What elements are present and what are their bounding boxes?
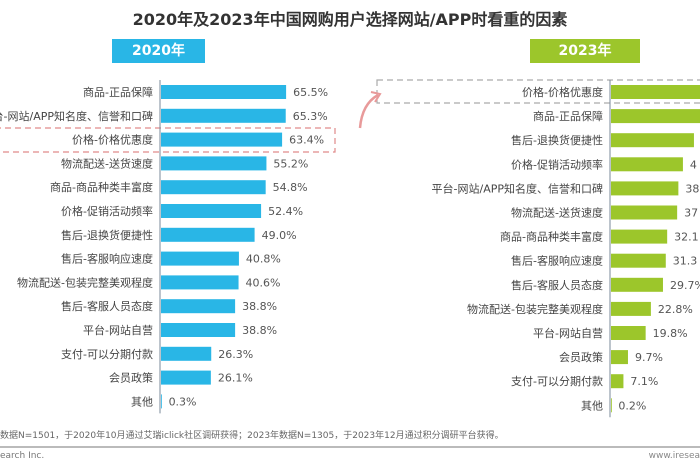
- category-label-2020: 物流配送-送货速度: [61, 156, 153, 170]
- bar-2023: [611, 277, 663, 292]
- bar-2020: [161, 251, 239, 266]
- bar-2020: [161, 323, 236, 337]
- bar-2020: [161, 132, 283, 147]
- bar-2023: [611, 398, 612, 413]
- value-label-2020: 38.8%: [242, 324, 277, 337]
- bar-2020: [161, 156, 267, 171]
- value-label-2020: 52.4%: [268, 205, 303, 218]
- category-label-2023: 其他: [581, 399, 603, 412]
- bar-2020: [161, 227, 255, 242]
- value-label-2020: 54.8%: [273, 181, 308, 194]
- value-label-2020: 26.1%: [218, 372, 253, 385]
- highlight-box-2020: [0, 127, 336, 153]
- value-label-2023: 0.2%: [618, 399, 646, 412]
- value-label-2023: 19.8%: [653, 327, 688, 340]
- category-label-2023: 物流配送-送货速度: [511, 206, 603, 220]
- value-label-2020: 63.4%: [289, 134, 324, 147]
- value-label-2023: 9.7%: [635, 351, 663, 364]
- category-label-2023: 商品-正品保障: [533, 109, 603, 123]
- bar-2023: [611, 85, 700, 99]
- footer-divider: [0, 446, 700, 448]
- bar-2023: [611, 301, 651, 316]
- bar-2023: [611, 109, 700, 124]
- bar-2020: [161, 108, 286, 123]
- copyright: earch Inc.: [0, 451, 45, 461]
- bar-2023: [611, 157, 683, 172]
- value-label-2023: 32.1: [674, 231, 699, 244]
- category-label-2020: 支付-可以分期付款: [61, 347, 153, 361]
- category-label-2023: 平台-网站/APP知名度、信誉和口碑: [432, 181, 603, 195]
- value-label-2020: 65.3%: [293, 110, 328, 123]
- value-label-2020: 65.5%: [293, 86, 328, 99]
- category-label-2023: 平台-网站自营: [533, 326, 603, 340]
- value-label-2020: 0.3%: [169, 395, 197, 408]
- category-label-2020: 价格-促销活动频率: [61, 204, 153, 218]
- value-label-2023: 4: [690, 158, 697, 171]
- badge-2023: 2023年: [530, 39, 640, 63]
- bar-2020: [161, 346, 212, 361]
- bar-2020: [161, 180, 266, 195]
- category-label-2020: 价格-价格优惠度: [72, 133, 153, 147]
- category-label-2023: 物流配送-包装完整美观程度: [467, 302, 603, 316]
- bar-2023: [611, 350, 628, 365]
- value-label-2023: 29.7%: [670, 279, 700, 292]
- bar-2023: [611, 253, 666, 268]
- arrow-icon: [358, 93, 379, 129]
- value-label-2023: 38: [685, 182, 699, 195]
- chart-title: 2020年及2023年中国网购用户选择网站/APP时看重的因素: [132, 10, 568, 29]
- category-label-2020: 商品-正品保障: [83, 85, 153, 99]
- category-label-2020: 其他: [131, 395, 153, 408]
- bar-2020: [161, 394, 162, 409]
- bar-2023: [611, 229, 668, 244]
- value-label-2020: 40.6%: [246, 276, 281, 289]
- category-label-2023: 商品-商品种类丰富度: [500, 230, 603, 244]
- category-label-2023: 售后-客服人员态度: [511, 278, 603, 292]
- value-label-2020: 26.3%: [218, 348, 253, 361]
- value-label-2020: 40.8%: [246, 253, 281, 266]
- value-label-2020: 49.0%: [262, 229, 297, 242]
- bar-2020: [161, 204, 262, 218]
- category-label-2023: 价格-价格优惠度: [522, 85, 603, 99]
- bar-2023: [611, 374, 624, 389]
- highlight-box-2023: [376, 79, 700, 104]
- website-url: www.iresea: [648, 451, 700, 461]
- bar-2023: [611, 181, 679, 196]
- bar-2020: [161, 85, 287, 99]
- arrow-head-icon: [370, 91, 382, 103]
- category-label-2020: 物流配送-包装完整美观程度: [17, 275, 153, 289]
- value-label-2020: 55.2%: [273, 157, 308, 170]
- category-label-2020: 平台-网站/APP知名度、信誉和口碑: [0, 109, 153, 123]
- value-label-2023: 22.8%: [658, 303, 693, 316]
- category-label-2020: 平台-网站自营: [83, 323, 153, 337]
- category-label-2023: 价格-促销活动频率: [511, 157, 603, 171]
- bar-2023: [611, 133, 694, 148]
- value-label-2023: 31.3: [673, 255, 698, 268]
- category-label-2020: 售后-退换货便捷性: [61, 228, 153, 242]
- value-label-2023: 7.1%: [630, 375, 658, 388]
- source-note: 数据N=1501，于2020年10月通过艾瑞iclick社区调研获得；2023年…: [0, 431, 504, 441]
- value-label-2020: 38.8%: [242, 300, 277, 313]
- category-label-2020: 商品-商品种类丰富度: [50, 180, 153, 194]
- bar-2020: [161, 275, 239, 290]
- bar-2020: [161, 299, 236, 314]
- badge-2020: 2020年: [112, 39, 205, 63]
- category-label-2020: 售后-客服响应速度: [61, 252, 153, 266]
- category-label-2023: 售后-客服响应速度: [511, 254, 603, 268]
- bar-2023: [611, 326, 646, 340]
- category-label-2023: 支付-可以分期付款: [511, 374, 603, 388]
- category-label-2020: 售后-客服人员态度: [61, 299, 153, 313]
- category-label-2020: 会员政策: [109, 371, 153, 385]
- bar-2023: [611, 205, 678, 220]
- bar-2020: [161, 370, 211, 385]
- value-label-2023: 37: [684, 207, 698, 220]
- category-label-2023: 售后-退换货便捷性: [511, 133, 603, 147]
- category-label-2023: 会员政策: [559, 350, 603, 364]
